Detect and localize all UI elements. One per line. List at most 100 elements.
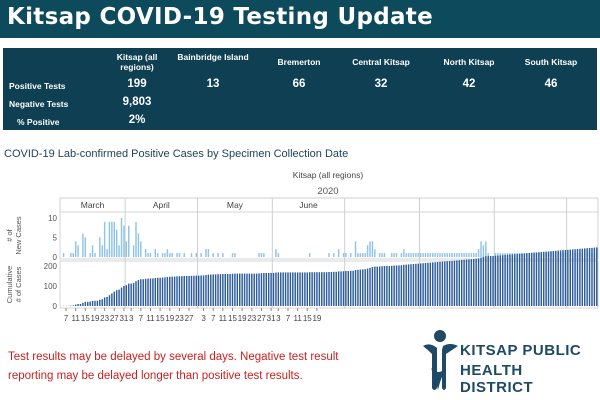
cumulative-bar [369, 267, 371, 306]
new-cases-bar [371, 241, 374, 257]
kitsap-public-health-logo: KITSAP PUBLIC HEALTH DISTRICT [418, 328, 598, 396]
cumulative-bar [371, 267, 374, 306]
cumulative-bar [571, 249, 574, 306]
new-cases-bar [111, 221, 113, 257]
cumulative-bar [79, 304, 82, 306]
new-cases-bar [395, 253, 398, 257]
cumulative-bar [451, 260, 453, 306]
positive-south-kitsap: 46 [544, 78, 558, 90]
x-tick-label: 31 [267, 314, 276, 323]
cumulative-bar [432, 262, 434, 306]
new-cases-bar [156, 253, 159, 257]
cumulative-bar [530, 252, 533, 306]
cumulative-bar [586, 248, 588, 306]
cumulative-bar [318, 272, 321, 306]
new-cases-bar [378, 253, 381, 257]
new-cases-bar [144, 249, 147, 257]
cumulative-bar [388, 266, 391, 306]
cumulative-bar [477, 258, 480, 306]
new-cases-bar [432, 253, 434, 257]
cumulative-bar [147, 278, 149, 306]
cumulative-bar [526, 253, 528, 306]
cumulative-bar [562, 250, 564, 306]
cumulative-bar [593, 247, 596, 306]
new-cases-bar [183, 253, 185, 257]
cumulative-bar [357, 269, 359, 306]
cumulative-bar [301, 272, 304, 306]
cumulative-bar [441, 261, 444, 306]
cumulative-bar [487, 256, 489, 306]
new-cases-bar [451, 253, 453, 257]
x-tick-label: 23 [175, 314, 184, 323]
cumulative-bar [246, 273, 248, 306]
cumulative-bar [415, 263, 417, 306]
x-tick-label: 11 [146, 314, 155, 323]
cumulative-bar [405, 264, 407, 306]
cumulative-bar [567, 249, 569, 306]
cumulative-bar [171, 276, 173, 306]
cumulative-bar [226, 274, 229, 306]
cumulative-bar [366, 268, 369, 306]
new-cases-bar [263, 253, 265, 257]
cumulative-bar [87, 301, 89, 306]
cumulative-bar [330, 272, 333, 306]
cumulative-bar [333, 271, 335, 306]
cumulative-bar [313, 272, 316, 306]
cumulative-bar [169, 276, 171, 306]
new-cases-bar [164, 253, 166, 257]
new-cases-bar [190, 253, 193, 257]
column-header-south-kitsap: South Kitsap [524, 57, 578, 67]
x-tick-label: 31 [119, 314, 128, 323]
cumulative-bar [188, 276, 190, 306]
new-cases-bar [499, 253, 502, 257]
new-cases-bar [422, 253, 424, 257]
notice-line-2: reporting may be delayed longer than pos… [8, 370, 303, 382]
new-cases-bar [275, 249, 277, 257]
chart-year-label: 2020 [317, 186, 338, 197]
cumulative-bar [234, 273, 236, 306]
cumulative-bar [125, 285, 128, 306]
new-cases-bar [405, 253, 407, 257]
cumulative-bar [340, 271, 342, 306]
new-cases-bar [480, 241, 482, 257]
cumulative-bar [473, 259, 475, 306]
cumulative-bar [255, 273, 258, 306]
cumulative-bar [185, 276, 188, 306]
stats-table: Kitsap (all regions) Bainbridge Island B… [3, 48, 597, 130]
cumulative-bar [555, 250, 557, 306]
cumulative-bar [219, 274, 222, 306]
new-cases-bar [497, 253, 499, 257]
cumulative-bar [287, 272, 289, 306]
x-tick-label: 27 [257, 314, 266, 323]
cumulative-bar [576, 249, 579, 306]
cumulative-bar [251, 273, 253, 306]
cumulative-bar [436, 262, 439, 306]
cumulative-bar [400, 265, 403, 306]
cumulative-bar [453, 260, 456, 306]
column-header-kitsap: Kitsap (all regions) [116, 52, 158, 72]
cumulative-bar [154, 278, 157, 306]
new-cases-bar [101, 245, 103, 257]
cumulative-bar [460, 260, 463, 306]
new-cases-bar [410, 253, 412, 257]
new-cases-bar [234, 253, 236, 257]
cumulative-bar [342, 271, 345, 306]
cumulative-bar [140, 279, 142, 306]
cumulative-bar [231, 273, 234, 306]
cumulative-bar [588, 248, 591, 306]
cumulative-bar [470, 259, 473, 306]
new-cases-bar [258, 253, 260, 257]
month-band [59, 197, 599, 213]
cumulative-bar [386, 266, 388, 306]
cumulative-bar [205, 275, 207, 306]
cumulative-bar [144, 278, 147, 306]
x-tick-label: 19 [238, 314, 247, 323]
new-cases-bar [446, 253, 448, 257]
new-cases-bar [84, 237, 87, 257]
cumulative-bar [538, 252, 540, 306]
cumulative-bar [547, 251, 550, 306]
cumulative-bar [277, 272, 280, 306]
cumulative-panel [59, 260, 599, 309]
cumulative-bar [376, 266, 378, 306]
cumulative-bar [224, 274, 226, 306]
